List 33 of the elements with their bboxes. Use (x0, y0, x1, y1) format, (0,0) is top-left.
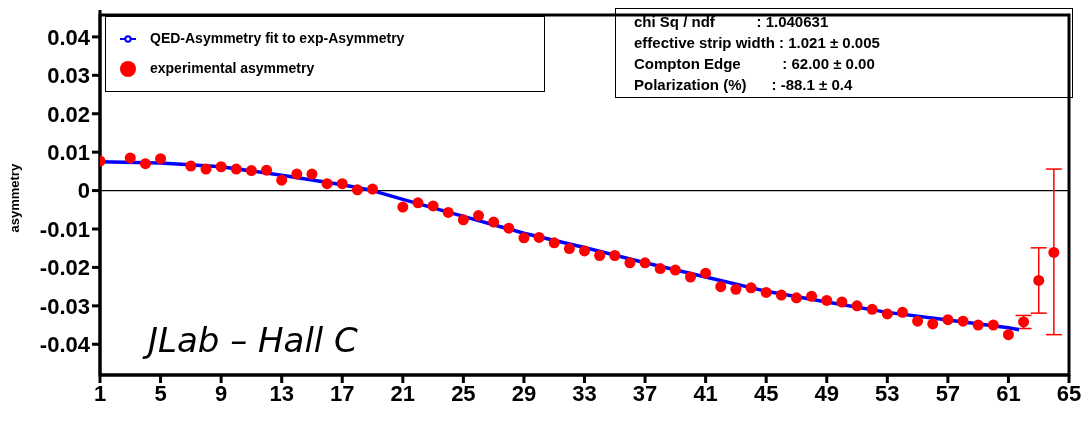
y-tick-label: 0.03 (47, 63, 90, 89)
x-tick-label: 49 (814, 380, 839, 406)
x-tick-label: 33 (572, 380, 597, 406)
y-tick-label: -0.03 (39, 293, 90, 319)
x-tick-label: 25 (451, 380, 476, 406)
x-tick-label: 37 (632, 380, 658, 406)
annotation: effective strip width : 1.021 ± 0.005 (634, 33, 881, 53)
legend-label: QED-Asymmetry fit to exp-Asymmetry (150, 30, 405, 46)
x-tick-label: 57 (935, 380, 961, 406)
y-axis-title: asymmetry (6, 163, 22, 233)
y-tick-label: -0.04 (39, 332, 91, 358)
y-tick-label: 0.01 (47, 139, 90, 165)
annotation: Polarization (%) : -88.1 ± 0.4 (634, 75, 854, 95)
x-tick-label: 21 (390, 380, 416, 406)
annotation: Compton Edge : 62.00 ± 0.00 (634, 54, 876, 74)
x-tick-label: 61 (996, 380, 1021, 406)
x-tick-label: 5 (154, 380, 167, 406)
legend-label: experimental asymmetry (150, 60, 315, 76)
y-tick-label: 0.04 (47, 24, 91, 50)
x-tick-label: 29 (511, 380, 537, 406)
x-tick-label: 41 (693, 380, 718, 406)
y-tick-label: 0.02 (47, 101, 90, 127)
x-tick-label: 53 (875, 380, 900, 406)
annotation: chi Sq / ndf : 1.040631 (634, 12, 830, 32)
x-tick-label: 45 (753, 380, 779, 406)
x-tick-label: 65 (1056, 380, 1082, 406)
x-tick-label: 9 (215, 380, 228, 406)
x-tick-label: 1 (93, 380, 107, 406)
x-tick-label: 13 (269, 380, 294, 406)
x-tick-label: 17 (330, 380, 355, 406)
y-tick-label: -0.01 (39, 216, 90, 242)
y-tick-label: 0 (77, 178, 90, 204)
y-tick-label: -0.02 (39, 255, 90, 281)
